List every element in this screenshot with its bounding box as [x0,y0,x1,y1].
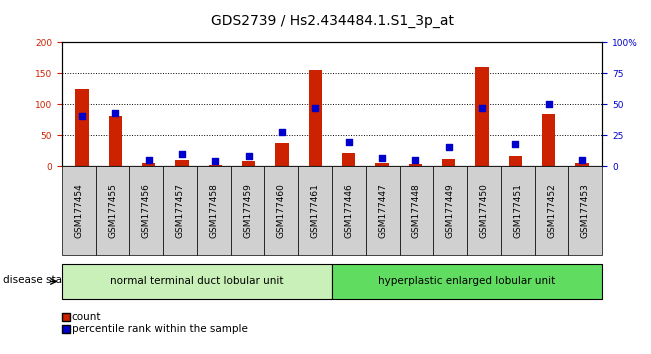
Text: GSM177457: GSM177457 [176,183,184,238]
Text: GSM177452: GSM177452 [547,183,556,238]
Bar [542,114,555,166]
Point [477,105,488,111]
Bar [208,165,222,166]
Text: GDS2739 / Hs2.434484.1.S1_3p_at: GDS2739 / Hs2.434484.1.S1_3p_at [210,14,454,28]
Text: GSM177450: GSM177450 [480,183,488,238]
Text: count: count [72,312,101,322]
Bar [409,164,422,166]
Text: disease state: disease state [3,275,73,285]
Bar [509,156,522,166]
Text: GSM177454: GSM177454 [74,183,83,238]
Point [377,155,387,161]
Bar [142,163,155,166]
Bar [175,160,189,166]
Text: normal terminal duct lobular unit: normal terminal duct lobular unit [110,276,284,286]
Text: GSM177458: GSM177458 [210,183,218,238]
Bar [275,143,288,166]
Point [143,157,154,163]
Point [310,105,320,111]
Text: GSM177455: GSM177455 [108,183,117,238]
Point [544,102,554,107]
Text: GSM177453: GSM177453 [581,183,590,238]
Point [176,151,187,157]
Text: GSM177449: GSM177449 [446,183,454,238]
Text: GSM177451: GSM177451 [513,183,522,238]
Text: GSM177447: GSM177447 [378,183,387,238]
Text: GSM177446: GSM177446 [344,183,353,238]
Text: percentile rank within the sample: percentile rank within the sample [72,324,247,334]
Text: GSM177456: GSM177456 [142,183,151,238]
Bar [75,89,89,166]
Point [77,113,87,118]
Bar [309,70,322,166]
Point [510,141,521,147]
Text: GSM177459: GSM177459 [243,183,252,238]
Bar [242,161,255,166]
Point [410,157,421,163]
Bar [575,163,589,166]
Bar [109,115,122,166]
Text: GSM177461: GSM177461 [311,183,320,238]
Point [243,154,254,159]
Text: GSM177448: GSM177448 [412,183,421,238]
Text: GSM177460: GSM177460 [277,183,286,238]
Bar [475,67,489,166]
Point [210,159,221,164]
Bar [376,163,389,166]
Bar [442,159,456,166]
Point [443,144,454,149]
Point [577,157,587,163]
Text: hyperplastic enlarged lobular unit: hyperplastic enlarged lobular unit [378,276,556,286]
Point [344,139,354,144]
Point [110,110,120,116]
Point [277,129,287,135]
Bar [342,153,355,166]
